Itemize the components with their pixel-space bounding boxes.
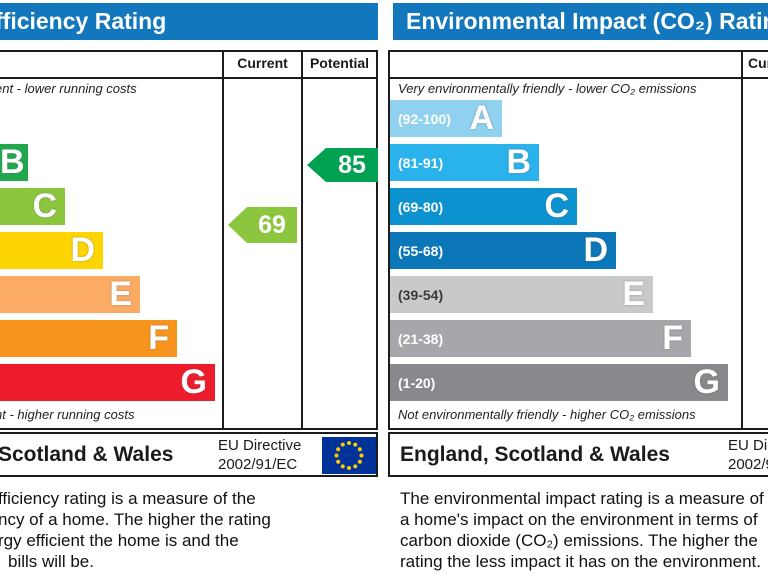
band-letter-e: E — [622, 275, 645, 313]
band-letter-g: G — [693, 363, 720, 401]
left-description-line2: ncy of a home. The higher the rating — [0, 510, 271, 529]
right-description-line2: a home's impact on the environment in te… — [400, 510, 758, 529]
band-range-d: (55-68) — [398, 242, 444, 259]
band-letter-e: E — [109, 275, 132, 313]
eu-directive-line2: 2002/91/EC — [728, 456, 768, 473]
band-letter-b: B — [0, 143, 25, 181]
right-eu-directive-label: EU Directive 2002/91/EC — [728, 436, 768, 474]
right-footer-border-bottom — [388, 475, 768, 477]
potential-rating-value: 85 — [338, 150, 366, 179]
current-rating-arrow: 69 — [228, 207, 297, 243]
co2-band-e: (39-54) E — [390, 276, 653, 313]
band-range-c: (69-80) — [398, 198, 444, 215]
band-letter-f: F — [662, 319, 683, 357]
energy-efficiency-title: fficiency Rating — [0, 8, 167, 34]
energy-band-g: G — [0, 364, 215, 401]
eu-flag-stars — [334, 441, 364, 470]
eu-directive-line1: EU Directive — [728, 437, 768, 454]
energy-band-d: D — [0, 232, 103, 269]
energy-efficiency-title-bar: fficiency Rating — [0, 3, 378, 40]
right-current-column-header: Current — [748, 55, 768, 71]
band-letter-c: C — [544, 187, 569, 225]
band-range-e: (39-54) — [398, 286, 444, 303]
left-table-border-top — [0, 50, 378, 52]
left-table-border-right — [376, 50, 378, 430]
eu-directive-line1: EU Directive — [218, 437, 302, 454]
left-potential-column-divider — [301, 50, 303, 430]
left-footer-border-top — [0, 432, 378, 434]
left-region-label: Scotland & Wales — [0, 443, 174, 466]
energy-band-f: F — [0, 320, 177, 357]
current-rating-value: 69 — [258, 210, 286, 239]
left-header-divider — [0, 77, 378, 79]
right-table-border-bottom — [388, 428, 768, 430]
left-description-line3: rgy efficient the home is and the — [0, 531, 239, 550]
left-potential-column-header: Potential — [309, 55, 370, 71]
environmental-impact-title: Environmental Impact (CO₂) Rating — [406, 8, 768, 34]
right-footer-border-left — [388, 432, 390, 477]
right-caption-bottom: Not environmentally friendly - higher CO… — [398, 407, 696, 422]
right-caption-top: Very environmentally friendly - lower CO… — [398, 81, 697, 96]
co2-band-g: (1-20) G — [390, 364, 728, 401]
band-letter-f: F — [148, 319, 169, 357]
current-arrow-shape — [228, 207, 297, 243]
band-letter-b: B — [506, 143, 531, 181]
eu-flag-icon — [322, 437, 376, 474]
band-letter-d: D — [70, 231, 95, 269]
potential-rating-arrow: 85 — [307, 148, 378, 182]
co2-band-c: (69-80) C — [390, 188, 577, 225]
potential-arrow-shape — [307, 148, 378, 182]
left-description-line4: bills will be. — [8, 552, 94, 571]
eu-directive-line2: 2002/91/EC — [218, 456, 298, 473]
right-footer-border-top — [388, 432, 768, 434]
left-footer-border-bottom — [0, 475, 378, 477]
left-footer-border-right — [376, 432, 378, 477]
left-current-column-divider — [222, 50, 224, 430]
energy-band-c: C — [0, 188, 65, 225]
band-letter-d: D — [583, 231, 608, 269]
co2-band-f: (21-38) F — [390, 320, 691, 357]
energy-band-b: B — [0, 144, 28, 181]
band-letter-c: C — [32, 187, 57, 225]
band-range-a: (92-100) — [398, 110, 451, 127]
co2-band-b: (81-91) B — [390, 144, 539, 181]
left-description-line1: fficiency rating is a measure of the — [0, 489, 256, 508]
left-caption-top: ent - lower running costs — [0, 81, 137, 96]
left-current-column-header: Current — [237, 55, 288, 71]
band-range-f: (21-38) — [398, 330, 444, 347]
left-caption-bottom: nt - higher running costs — [0, 407, 135, 422]
co2-band-d: (55-68) D — [390, 232, 616, 269]
energy-band-e: E — [0, 276, 140, 313]
band-range-b: (81-91) — [398, 154, 444, 171]
environmental-impact-title-bar: Environmental Impact (CO₂) Rating — [393, 3, 768, 40]
right-table-border-left — [388, 50, 390, 430]
right-table-border-top — [388, 50, 768, 52]
left-eu-directive-label: EU Directive 2002/91/EC — [218, 436, 301, 474]
right-description-line1: The environmental impact rating is a mea… — [400, 489, 764, 508]
right-region-label: England, Scotland & Wales — [400, 443, 670, 466]
right-header-divider — [388, 77, 768, 79]
right-description-line3: carbon dioxide (CO₂) emissions. The high… — [400, 531, 758, 550]
right-description-line4: rating the less impact it has on the env… — [400, 552, 761, 571]
band-range-g: (1-20) — [398, 374, 436, 391]
left-table-border-bottom — [0, 428, 378, 430]
right-current-column-divider — [741, 50, 743, 430]
band-letter-g: G — [180, 363, 207, 401]
co2-band-a: (92-100) A — [390, 100, 502, 137]
band-letter-a: A — [469, 99, 494, 137]
